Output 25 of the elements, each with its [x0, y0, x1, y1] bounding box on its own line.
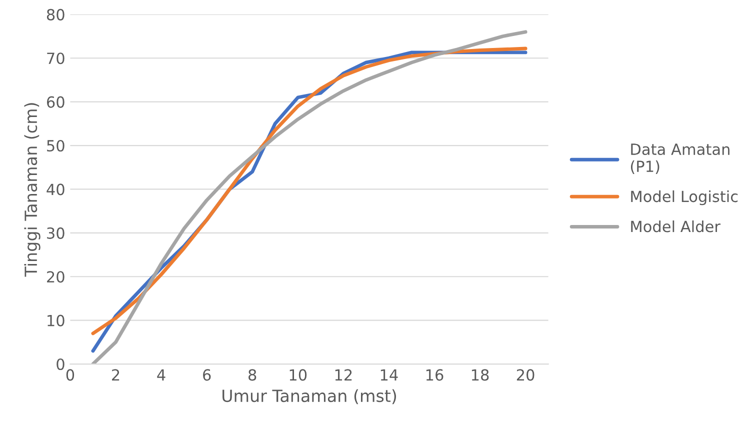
x-tick-label: 18 [472, 369, 489, 381]
legend-label: Data Amatan (P1) [630, 144, 730, 174]
y-axis-title: Tinggi Tanaman (cm) [24, 103, 40, 277]
y-tick-label: 50 [47, 140, 64, 152]
legend-label: Model Alder [631, 220, 720, 232]
y-tick-label: 30 [47, 227, 64, 239]
y-tick-label: 10 [48, 314, 64, 326]
x-tick-label: 14 [380, 369, 398, 380]
x-tick-label: 6 [203, 369, 211, 381]
y-tick-label: 80 [46, 8, 64, 20]
legend-label: Model Logistic [631, 190, 738, 206]
y-tick-label: 20 [47, 271, 64, 283]
y-tick-label: 0 [56, 358, 64, 370]
y-tick-label: 60 [46, 96, 64, 108]
y-tick-label: 70 [47, 52, 64, 64]
x-tick-label: 4 [157, 369, 166, 380]
x-axis-title: Umur Tanaman (mst) [222, 389, 396, 404]
x-tick-label: 16 [426, 369, 444, 381]
y-tick-label: 40 [46, 184, 64, 196]
x-tick-label: 8 [248, 369, 256, 381]
x-tick-label: 2 [112, 369, 120, 380]
x-tick-label: 12 [335, 369, 352, 380]
x-tick-label: 20 [516, 369, 534, 381]
x-tick-label: 10 [290, 369, 307, 381]
x-tick-label: 0 [66, 369, 74, 381]
